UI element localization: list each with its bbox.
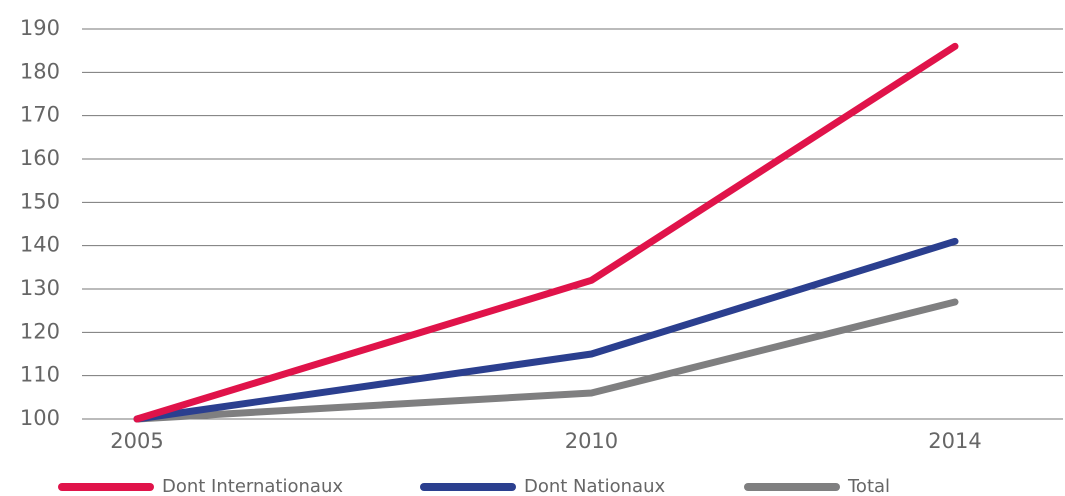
line <box>133 237 959 423</box>
x-tick-label: 2005 <box>110 429 163 453</box>
y-tick-label: 110 <box>20 363 60 387</box>
x-tick-label: 2010 <box>565 429 618 453</box>
y-tick-label: 190 <box>20 16 60 40</box>
legend-label: Dont Internationaux <box>162 476 343 496</box>
y-tick-label: 150 <box>20 189 60 213</box>
y-tick-label: 120 <box>20 319 60 343</box>
y-tick-label: 130 <box>20 276 60 300</box>
y-tick-label: 140 <box>20 233 60 257</box>
line <box>133 298 959 423</box>
y-tick-label: 170 <box>20 103 60 127</box>
line <box>133 42 959 423</box>
y-tick-label: 180 <box>20 59 60 83</box>
y-tick-label: 160 <box>20 146 60 170</box>
x-tick-label: 2014 <box>928 429 981 453</box>
y-tick-label: 100 <box>20 406 60 430</box>
legend-label: Dont Nationaux <box>524 476 665 496</box>
legend-label: Total <box>847 476 890 496</box>
